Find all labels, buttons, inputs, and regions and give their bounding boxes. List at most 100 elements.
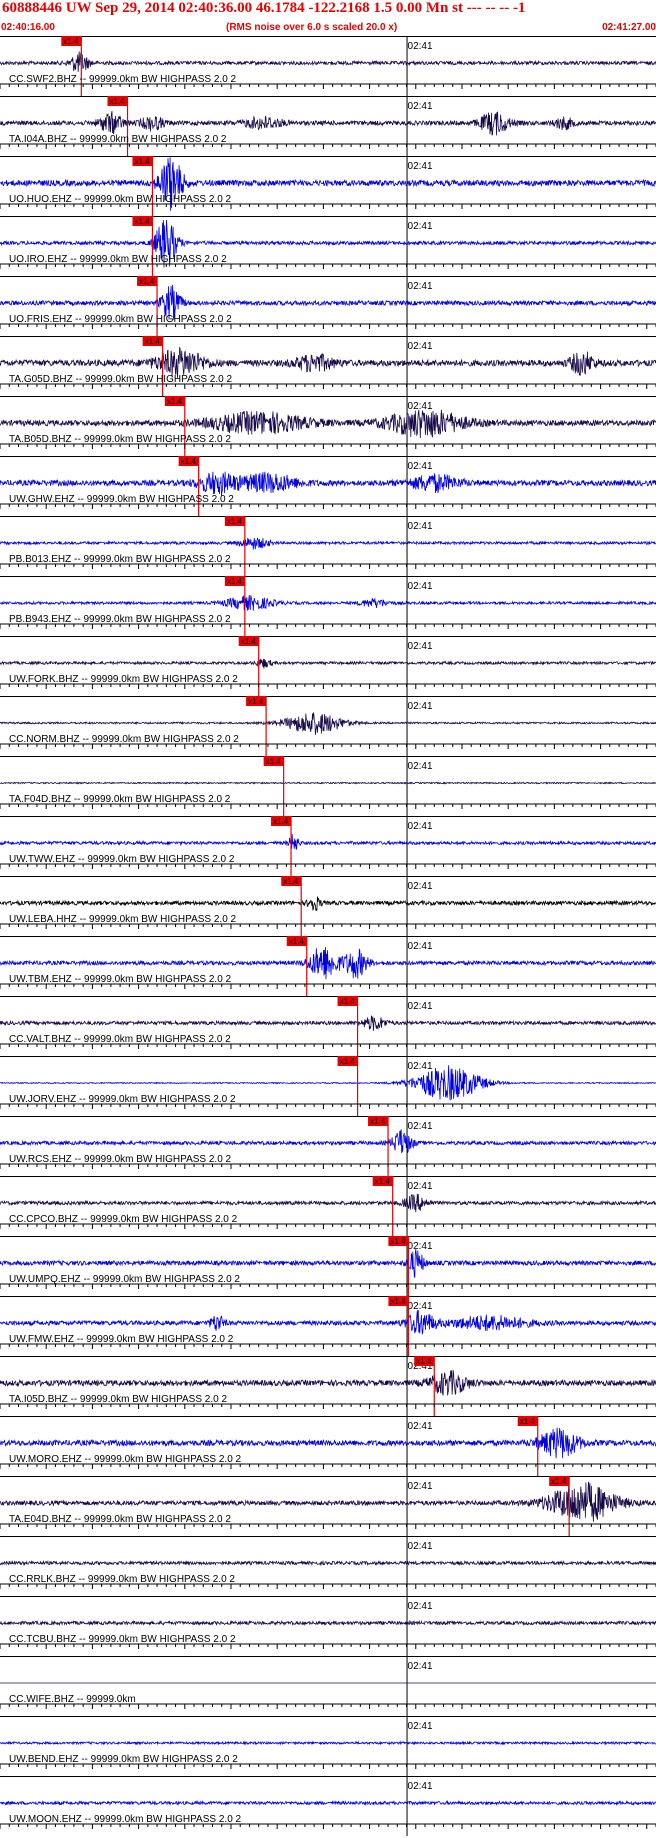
station-label: PB.B943.EHZ -- 99999.0km BW HIGHPASS 2.0…: [9, 614, 231, 625]
end-time: 02:41:27.00: [602, 22, 656, 33]
pick-label: x1.4: [283, 877, 299, 886]
midline-label: 02:41: [408, 1721, 433, 1732]
waveform: [0, 1740, 656, 1746]
trace-row: 02:41 x1.4 CC.NORM.BHZ -- 99999.0km BW HIG…: [0, 696, 656, 756]
pick-box: [224, 516, 245, 526]
pick-box: [372, 1176, 393, 1186]
pick-label: x1.4: [248, 697, 264, 706]
record-header: 60888446 UW Sep 29, 2014 02:40:36.00 46.…: [0, 0, 656, 36]
pick-label: x1.4: [340, 1057, 356, 1066]
midline-label: 02:41: [408, 161, 433, 172]
waveform: [0, 1015, 656, 1031]
pick-label: x1.4: [241, 637, 257, 646]
pick-label: x1.4: [551, 1477, 567, 1486]
waveform: [0, 595, 656, 611]
station-label: TA.G05D.BHZ -- 99999.0km BW HIGHPASS 2.0…: [9, 374, 232, 385]
midline-label: 02:41: [408, 641, 433, 652]
pick-label: x1.4: [370, 1117, 386, 1126]
midline-label: 02:41: [408, 1001, 433, 1012]
station-label: UW.JORV.EHZ -- 99999.0km BW HIGHPASS 2.0…: [9, 1094, 236, 1105]
waveform: [0, 896, 656, 911]
trace-row: 02:41 x1.4 UW.LEBA.HHZ -- 99999.0km BW HIG…: [0, 876, 656, 936]
trace-row: 02:41 x1.4 UW.TWW.EHZ -- 99999.0km BW HIGH…: [0, 816, 656, 876]
pick-label: x1.4: [227, 577, 243, 586]
station-label: TA.B05D.BHZ -- 99999.0km BW HIGHPASS 2.0…: [9, 434, 231, 445]
midline-label: 02:41: [408, 1661, 433, 1672]
pick-box: [388, 1236, 409, 1246]
trace-row: 02:41 x1.4 UO.IRO.EHZ -- 99999.0km BW HIGH…: [0, 216, 656, 276]
waveform: [0, 1559, 656, 1567]
pick-label: x1.4: [416, 1357, 432, 1366]
pick-label: x1.4: [181, 457, 197, 466]
pick-label: x1.4: [375, 1177, 391, 1186]
midline-label: 02:41: [408, 281, 433, 292]
waveform: [0, 1129, 656, 1154]
waveform: [0, 1309, 656, 1335]
trace-row: 02:41 x1.4 CC.CPCO.BHZ -- 99999.0km BW HIG…: [0, 1176, 656, 1236]
trace-row: 02:41 x1.4 TA.F04D.BHZ -- 99999.0km BW HIG…: [0, 756, 656, 816]
pick-box: [549, 1476, 570, 1486]
pick-box: [337, 1056, 358, 1066]
trace-row: 02:41 x1.4 TA.I04A.BHZ -- 99999.0km BW HIG…: [0, 96, 656, 156]
pick-label: x1.4: [273, 817, 289, 826]
scaling-note: (RMS noise over 6.0 s scaled 20.0 x): [226, 22, 398, 33]
trace-row: 02:41 x1.4 TA.B05D.BHZ -- 99999.0km BW HIG…: [0, 396, 656, 456]
trace-row: 02:41 x1.4 CC.VALT.BHZ -- 99999.0km BW HIG…: [0, 996, 656, 1056]
pick-box: [517, 1416, 538, 1426]
trace-row: 02:41 x1.4 UW.MORO.EHZ -- 99999.0km BW HIG…: [0, 1416, 656, 1476]
waveform: [0, 537, 656, 550]
event-title: 60888446 UW Sep 29, 2014 02:40:36.00 46.…: [2, 0, 526, 16]
midline-label: 02:41: [408, 1481, 433, 1492]
trace-row: 02:41 CC.TCBU.BHZ -- 99999.0km BW HIGHPAS…: [0, 1596, 656, 1656]
station-label: UO.IRO.EHZ -- 99999.0km BW HIGHPASS 2.0 …: [9, 254, 227, 265]
waveform: [0, 219, 656, 268]
midline-label: 02:41: [408, 1241, 433, 1252]
station-label: TA.E04D.BHZ -- 99999.0km BW HIGHPASS 2.0…: [9, 1514, 231, 1525]
station-label: UW.RCS.EHZ -- 99999.0km BW HIGHPASS 2.0 …: [9, 1154, 232, 1165]
waveform: [0, 409, 656, 439]
midline-label: 02:41: [408, 1061, 433, 1072]
pick-label: x1.4: [390, 1237, 406, 1246]
start-time: 02:40:16.00: [1, 22, 55, 33]
waveform: [0, 1370, 656, 1396]
pick-box: [281, 876, 302, 886]
trace-row: 02:41 CC.WIFE.BHZ -- 99999.0km: [0, 1656, 656, 1716]
station-label: UW.FORK.BHZ -- 99999.0km BW HIGHPASS 2.0…: [9, 674, 238, 685]
pick-box: [132, 156, 153, 166]
trace-row: 02:41 x1.4 UW.GHW.EHZ -- 99999.0km BW HIGH…: [0, 456, 656, 516]
midline-label: 02:41: [408, 41, 433, 52]
pick-box: [263, 756, 284, 766]
station-label: CC.RRLK.BHZ -- 99999.0km BW HIGHPASS 2.0…: [9, 1574, 235, 1585]
trace-row: 02:41 UW.BEND.EHZ -- 99999.0km BW HIGHPAS…: [0, 1716, 656, 1776]
pick-label: x1.4: [167, 397, 183, 406]
midline-label: 02:41: [408, 881, 433, 892]
midline-label: 02:41: [408, 1361, 433, 1372]
pick-label: x1.4: [289, 937, 305, 946]
pick-box: [271, 816, 292, 826]
trace-row: 02:41 x1.4 PB.B013.EHZ -- 99999.0km BW HIG…: [0, 516, 656, 576]
pick-box: [107, 96, 128, 106]
station-label: UO.FRIS.EHZ -- 99999.0km BW HIGHPASS 2.0…: [9, 314, 232, 325]
pick-box: [414, 1356, 435, 1366]
midline-label: 02:41: [408, 341, 433, 352]
pick-box: [142, 336, 163, 346]
waveform: [0, 781, 656, 785]
trace-row: 02:41 x1.4 UW.JORV.EHZ -- 99999.0km BW HIG…: [0, 1056, 656, 1116]
waveform: [0, 712, 656, 735]
midline-label: 02:41: [408, 761, 433, 772]
station-label: CC.NORM.BHZ -- 99999.0km BW HIGHPASS 2.0…: [9, 734, 239, 745]
waveform: [0, 471, 656, 496]
station-label: UW.GHW.EHZ -- 99999.0km BW HIGHPASS 2.0 …: [9, 494, 234, 505]
pick-box: [137, 276, 158, 286]
trace-row: 02:41 x1.4 UW.RCS.EHZ -- 99999.0km BW HIGH…: [0, 1116, 656, 1176]
waveform: [0, 947, 656, 980]
midline-label: 02:41: [408, 221, 433, 232]
station-label: UW.TBM.EHZ -- 99999.0km BW HIGHPASS 2.0 …: [9, 974, 232, 985]
station-label: UW.TWW.EHZ -- 99999.0km BW HIGHPASS 2.0 …: [9, 854, 235, 865]
waveform: [0, 157, 656, 211]
waveform: [0, 834, 656, 850]
pick-box: [61, 36, 82, 46]
station-label: TA.F04D.BHZ -- 99999.0km BW HIGHPASS 2.0…: [9, 794, 231, 805]
trace-row: 02:41 x1.4 TA.G05D.BHZ -- 99999.0km BW HIG…: [0, 336, 656, 396]
